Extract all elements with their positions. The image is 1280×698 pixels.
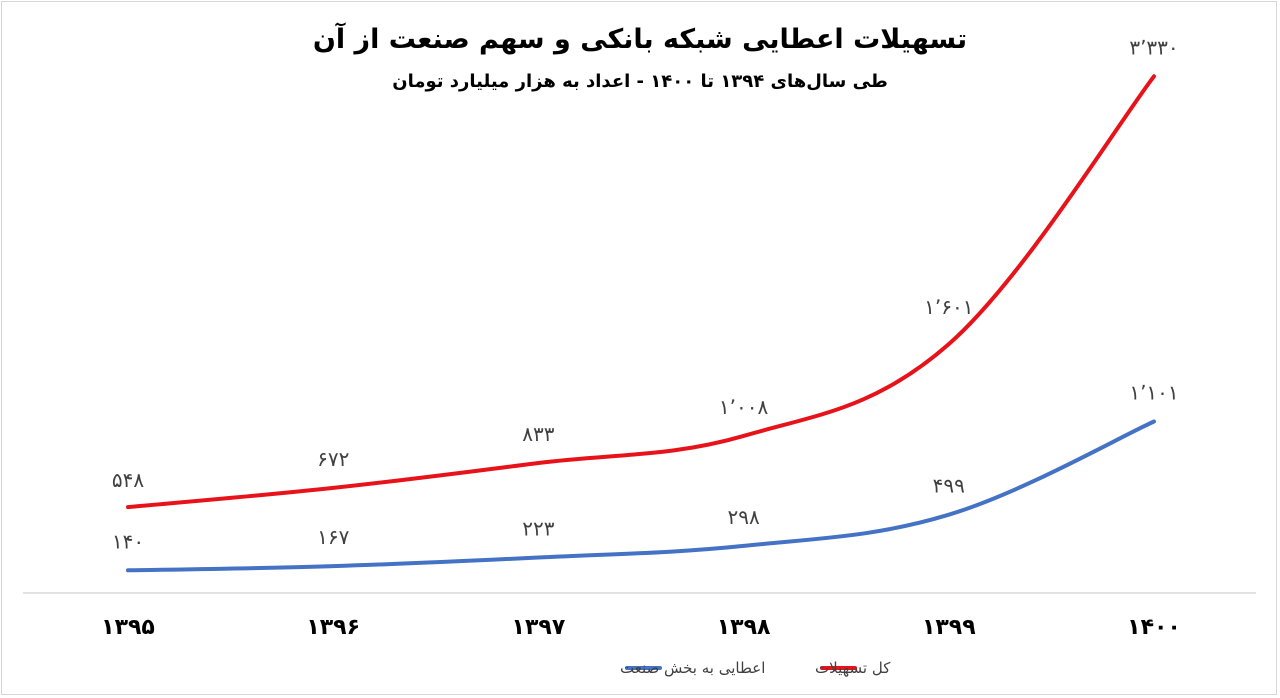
x-tick-label-6: ۱۴۰۰	[1127, 615, 1181, 640]
x-tick-label-2: ۱۳۹۶	[306, 615, 360, 640]
x-tick-label-3: ۱۳۹۷	[512, 615, 566, 640]
series-line-1	[126, 74, 1156, 510]
chart-title: تسهیلات اعطایی شبکه بانکی و سهم صنعت از …	[312, 24, 968, 55]
data-label-s2-5: ۴۹۹	[933, 474, 965, 498]
legend-item-2: اعطایی به بخش صنعت	[620, 659, 765, 677]
data-label-s1-1: ۵۴۸	[112, 468, 144, 492]
data-label-s2-3: ۲۲۳	[522, 517, 554, 541]
data-label-s1-4: ۱٬۰۰۸	[719, 395, 769, 419]
x-tick-label-1: ۱۳۹۵	[101, 615, 155, 640]
data-labels-layer: ۵۴۸ ۶۷۲ ۸۳۳ ۱٬۰۰۸ ۱٬۶۰۱ ۳٬۳۳۰ ۱۴۰ ۱۶۷ ۲۲۳ ۲۹۸ ۴۹۹ ۱…	[112, 35, 1179, 553]
legend-item-1: کل تسهیلات	[815, 659, 891, 677]
data-label-s2-2: ۱۶۷	[317, 525, 349, 549]
legend-label-2: اعطایی به بخش صنعت	[620, 659, 765, 677]
series-layer	[126, 74, 1156, 573]
data-label-s1-2: ۶۷۲	[317, 447, 349, 471]
x-tick-label-5: ۱۳۹۹	[922, 615, 976, 640]
chart-subtitle: طی سال‌های ۱۳۹۴ تا ۱۴۰۰ - اعداد به هزار …	[392, 71, 888, 92]
series-line-2	[126, 419, 1156, 573]
data-label-s1-5: ۱٬۶۰۱	[924, 295, 973, 319]
legend-label-1: کل تسهیلات	[815, 659, 891, 677]
x-tick-label-4: ۱۳۹۸	[717, 615, 771, 640]
x-tick-labels: ۱۳۹۵ ۱۳۹۶ ۱۳۹۷ ۱۳۹۸ ۱۳۹۹ ۱۴۰۰	[101, 615, 1181, 640]
data-label-s2-1: ۱۴۰	[112, 529, 144, 553]
data-label-s2-4: ۲۹۸	[727, 505, 759, 529]
data-label-s1-3: ۸۳۳	[522, 422, 554, 446]
data-label-s1-6: ۳٬۳۳۰	[1129, 35, 1178, 59]
data-label-s2-6: ۱٬۱۰۱	[1129, 381, 1178, 405]
legend: کل تسهیلات اعطایی به بخش صنعت	[620, 659, 891, 677]
